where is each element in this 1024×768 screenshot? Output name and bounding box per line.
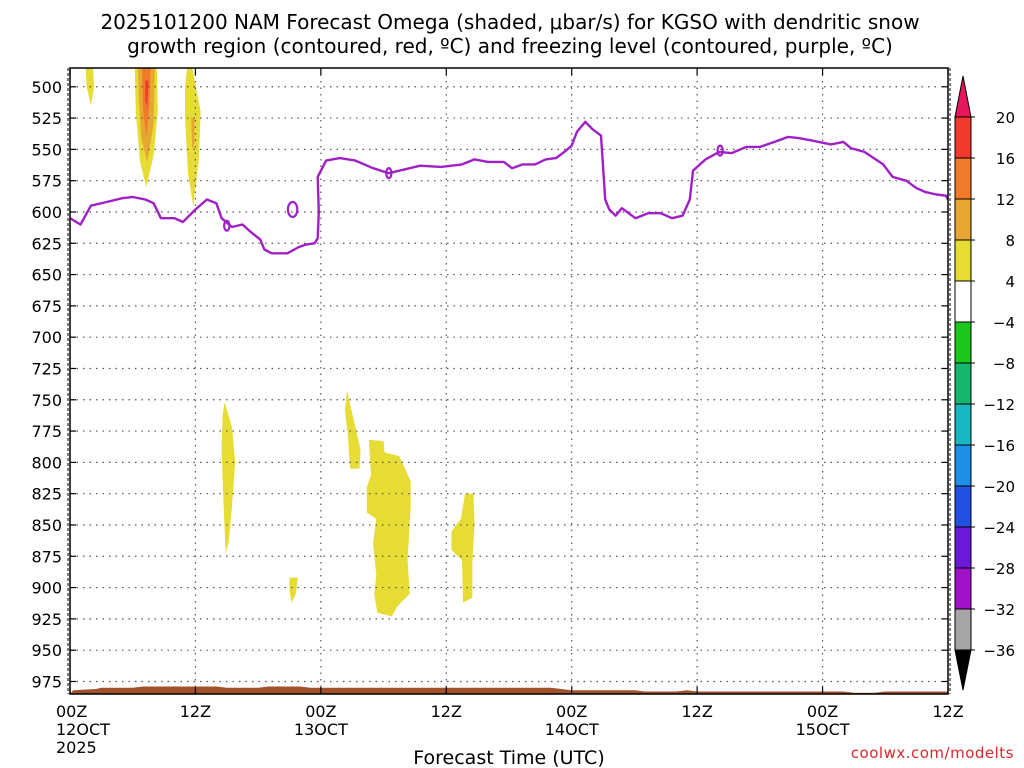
omega-region <box>451 493 475 603</box>
colorbar-bottom-arrow <box>954 649 972 691</box>
omega-region <box>366 439 411 617</box>
colorbar: 20 16 12 8 4 −4 −8 −12 −16 −20 −24 −28 −32 −36 <box>954 75 1015 691</box>
plot-area <box>67 67 951 695</box>
colorbar-label: 4 <box>1005 273 1015 291</box>
colorbar-label: 16 <box>996 150 1015 168</box>
x-tick-label: 14OCT <box>545 720 599 739</box>
freezing-level-contour <box>716 144 724 157</box>
x-tick-label: 12Z <box>431 702 462 721</box>
colorbar-segment <box>954 198 972 241</box>
y-tick-label: 950 <box>31 641 62 660</box>
freezing-level-line <box>70 120 948 255</box>
x-axis-label: Forecast Time (UTC) <box>413 747 604 768</box>
y-tick-label: 875 <box>31 547 62 566</box>
x-tick-label: 00Z <box>305 702 336 721</box>
y-tick-label: 625 <box>31 234 62 253</box>
colorbar-label: −20 <box>983 478 1015 496</box>
y-tick-label: 500 <box>31 78 62 97</box>
y-tick-label: 850 <box>31 516 62 535</box>
y-tick-label: 725 <box>31 359 62 378</box>
colorbar-segment <box>954 403 972 446</box>
colorbar-label: 8 <box>1005 232 1015 250</box>
y-tick-label: 975 <box>31 672 62 691</box>
omega-region <box>191 118 195 150</box>
colorbar-segment <box>954 239 972 282</box>
y-tick-label: 700 <box>31 328 62 347</box>
colorbar-label: −8 <box>993 355 1015 373</box>
colorbar-segment <box>954 485 972 528</box>
colorbar-segment <box>954 362 972 405</box>
y-tick-label: 775 <box>31 422 62 441</box>
y-tick-label: 750 <box>31 391 62 410</box>
omega-region <box>145 80 149 106</box>
colorbar-segment <box>954 280 972 323</box>
x-tick-label: 12Z <box>180 702 211 721</box>
colorbar-label: −28 <box>983 560 1015 578</box>
colorbar-segment <box>954 608 972 651</box>
colorbar-top-arrow <box>954 75 972 118</box>
colorbar-label: −12 <box>983 396 1015 414</box>
colorbar-segment <box>954 157 972 200</box>
omega-region <box>289 577 298 603</box>
freezing-level-contour <box>385 167 393 180</box>
freezing-level-contour <box>286 200 299 219</box>
y-tick-label: 675 <box>31 297 62 316</box>
colorbar-label: −36 <box>983 642 1015 660</box>
y-tick-label: 575 <box>31 172 62 191</box>
chart-title-line-2: growth region (contoured, red, ºC) and f… <box>127 34 893 58</box>
y-tick-label: 650 <box>31 266 62 285</box>
colorbar-segment <box>954 567 972 610</box>
credit-label: coolwx.com/modelts <box>851 744 1014 762</box>
colorbar-label: 12 <box>996 191 1015 209</box>
y-tick-label: 550 <box>31 140 62 159</box>
colorbar-segment <box>954 116 972 159</box>
freezing-level-contour <box>223 219 231 232</box>
y-axis: 500 525 550 575 600 625 650 675 700 725 750 775 800 8… <box>31 78 948 691</box>
y-tick-label: 525 <box>31 109 62 128</box>
plot-inner <box>70 68 948 694</box>
y-tick-label: 800 <box>31 453 62 472</box>
colorbar-label: 20 <box>996 109 1015 127</box>
colorbar-label: −32 <box>983 601 1015 619</box>
colorbar-segment <box>954 321 972 364</box>
x-tick-label: 2025 <box>56 738 97 757</box>
plot-frame <box>69 67 949 695</box>
colorbar-label: −4 <box>993 314 1015 332</box>
x-tick-label: 12OCT <box>56 720 110 739</box>
x-tick-label: 00Z <box>807 702 838 721</box>
colorbar-segment <box>954 444 972 487</box>
x-tick-label: 12Z <box>932 702 963 721</box>
chart-title-line-1: 2025101200 NAM Forecast Omega (shaded, μ… <box>100 10 919 34</box>
y-tick-label: 600 <box>31 203 62 222</box>
x-tick-label: 00Z <box>556 702 587 721</box>
y-tick-label: 925 <box>31 610 62 629</box>
y-tick-label: 900 <box>31 579 62 598</box>
x-tick-label: 13OCT <box>294 720 348 739</box>
x-tick-label: 12Z <box>681 702 712 721</box>
colorbar-segment <box>954 526 972 569</box>
x-tick-label: 15OCT <box>796 720 850 739</box>
colorbar-label: −24 <box>983 519 1015 537</box>
y-tick-label: 825 <box>31 485 62 504</box>
omega-region <box>221 402 236 554</box>
terrain <box>70 686 948 694</box>
x-tick-label: 00Z <box>56 702 87 721</box>
colorbar-label: −16 <box>983 437 1015 455</box>
omega-region <box>344 391 361 469</box>
